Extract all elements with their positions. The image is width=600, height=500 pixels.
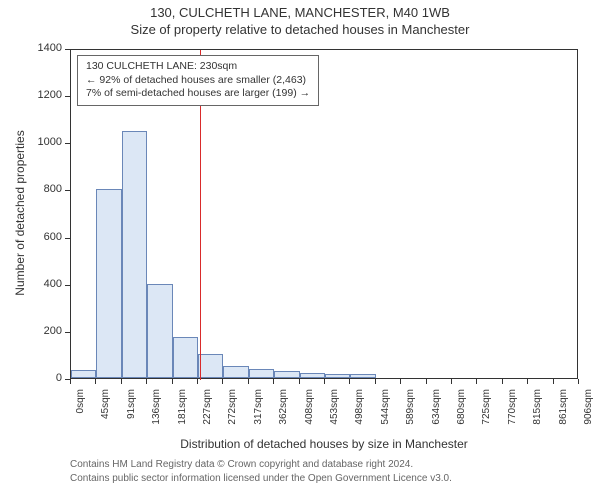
histogram-bar xyxy=(173,337,198,378)
x-tick-label: 861sqm xyxy=(558,389,569,444)
x-tick xyxy=(502,379,503,384)
y-tick-label: 200 xyxy=(30,325,62,337)
x-tick-label: 362sqm xyxy=(278,389,289,444)
x-tick-label: 815sqm xyxy=(532,389,543,444)
y-axis-label: Number of detached properties xyxy=(13,103,27,323)
x-tick xyxy=(146,379,147,384)
annotation-box: 130 CULCHETH LANE: 230sqm← 92% of detach… xyxy=(77,55,319,106)
footer-line-2: Contains public sector information licen… xyxy=(70,473,452,484)
x-tick xyxy=(553,379,554,384)
x-tick-label: 91sqm xyxy=(126,389,137,444)
histogram-bar xyxy=(249,369,274,378)
x-tick xyxy=(299,379,300,384)
footer-line-1: Contains HM Land Registry data © Crown c… xyxy=(70,459,413,470)
x-tick xyxy=(273,379,274,384)
x-tick-label: 317sqm xyxy=(253,389,264,444)
histogram-bar xyxy=(198,354,223,378)
y-tick-label: 1000 xyxy=(30,136,62,148)
annotation-line: 7% of semi-detached houses are larger (1… xyxy=(86,87,310,101)
x-tick xyxy=(70,379,71,384)
x-tick xyxy=(400,379,401,384)
x-tick xyxy=(222,379,223,384)
x-tick xyxy=(95,379,96,384)
x-tick xyxy=(527,379,528,384)
histogram-bar xyxy=(122,131,147,379)
x-tick xyxy=(172,379,173,384)
x-tick-label: 227sqm xyxy=(202,389,213,444)
histogram-bar xyxy=(350,374,375,378)
x-tick-label: 634sqm xyxy=(431,389,442,444)
histogram-bar xyxy=(223,366,248,378)
x-tick xyxy=(324,379,325,384)
y-tick-label: 600 xyxy=(30,231,62,243)
histogram-bar xyxy=(71,370,96,378)
y-tick xyxy=(65,238,70,239)
x-tick-label: 680sqm xyxy=(456,389,467,444)
histogram-bar xyxy=(147,284,172,378)
histogram-bar xyxy=(300,373,325,378)
x-tick-label: 136sqm xyxy=(151,389,162,444)
histogram-bar xyxy=(274,371,299,378)
x-tick xyxy=(349,379,350,384)
y-tick xyxy=(65,190,70,191)
x-axis-label: Distribution of detached houses by size … xyxy=(70,437,578,451)
x-tick-label: 725sqm xyxy=(481,389,492,444)
x-tick xyxy=(121,379,122,384)
x-tick xyxy=(375,379,376,384)
y-tick-label: 400 xyxy=(30,278,62,290)
y-tick-label: 800 xyxy=(30,183,62,195)
y-tick-label: 1400 xyxy=(30,42,62,54)
x-tick xyxy=(451,379,452,384)
x-tick-label: 544sqm xyxy=(380,389,391,444)
y-tick xyxy=(65,285,70,286)
x-tick-label: 272sqm xyxy=(227,389,238,444)
chart-title-main: 130, CULCHETH LANE, MANCHESTER, M40 1WB xyxy=(5,5,595,20)
x-tick xyxy=(476,379,477,384)
x-tick-label: 770sqm xyxy=(507,389,518,444)
y-tick xyxy=(65,96,70,97)
annotation-line: ← 92% of detached houses are smaller (2,… xyxy=(86,74,310,88)
x-tick xyxy=(197,379,198,384)
histogram-bar xyxy=(96,189,121,378)
chart-title-sub: Size of property relative to detached ho… xyxy=(5,22,595,37)
x-tick-label: 498sqm xyxy=(354,389,365,444)
y-tick-label: 1200 xyxy=(30,89,62,101)
x-tick-label: 408sqm xyxy=(304,389,315,444)
x-tick-label: 589sqm xyxy=(405,389,416,444)
x-tick-label: 0sqm xyxy=(75,389,86,444)
histogram-bar xyxy=(325,374,350,378)
x-tick xyxy=(426,379,427,384)
x-tick-label: 906sqm xyxy=(583,389,594,444)
y-tick xyxy=(65,49,70,50)
x-tick-label: 181sqm xyxy=(177,389,188,444)
x-tick-label: 45sqm xyxy=(100,389,111,444)
y-tick-label: 0 xyxy=(30,372,62,384)
x-tick xyxy=(248,379,249,384)
x-tick-label: 453sqm xyxy=(329,389,340,444)
annotation-line: 130 CULCHETH LANE: 230sqm xyxy=(86,60,310,74)
x-tick xyxy=(578,379,579,384)
y-tick xyxy=(65,143,70,144)
y-tick xyxy=(65,332,70,333)
